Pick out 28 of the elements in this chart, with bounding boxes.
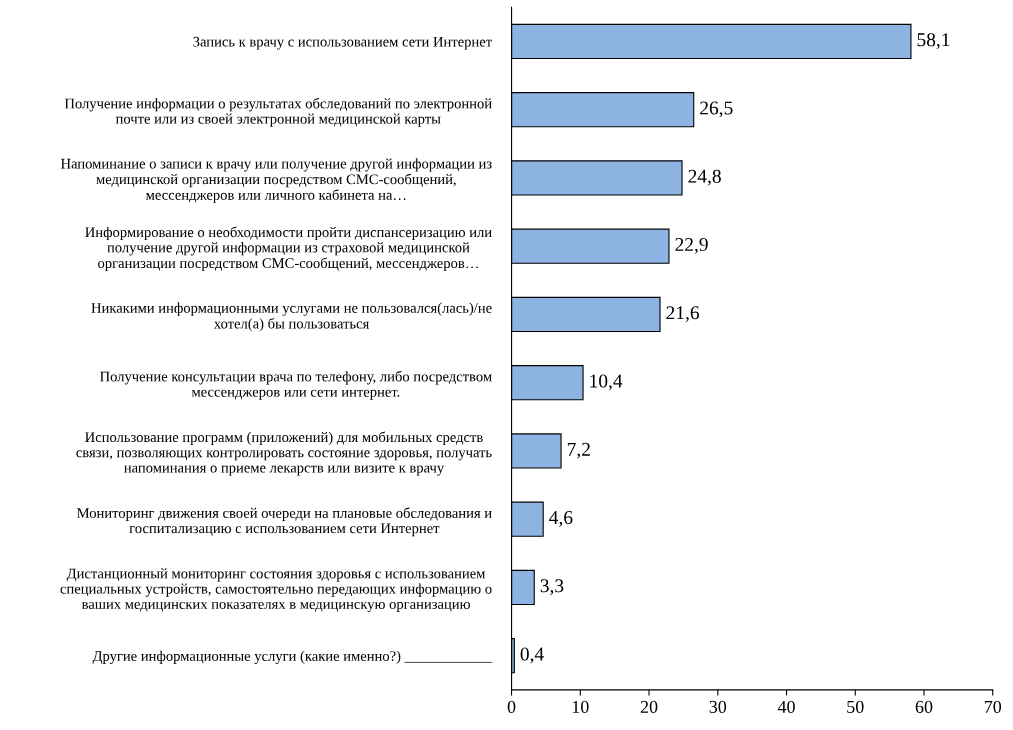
data-label: 22,9 — [675, 237, 708, 254]
y-tick-label: Мониторинг движения своей очереди на плановые обследования и госпитализацию с использованием сети Интернет — [77, 507, 492, 537]
x-tick-label: 50 — [847, 700, 864, 713]
data-label: 0,4 — [520, 647, 544, 664]
x-tick-label: 0 — [507, 700, 516, 713]
data-label: 7,2 — [567, 442, 590, 459]
data-label: 58,1 — [917, 33, 950, 50]
y-tick-label: Напоминание о записи к врачу или получение другой информации из медицинской организации посредством СМС-сообщений, мессенджеров или личного кабинета на… — [60, 158, 492, 203]
x-tick-label: 30 — [709, 700, 727, 713]
x-tick-label: 40 — [777, 700, 795, 713]
y-tick-label: Использование программ (приложений) для мобильных средств связи, позволяющих контролировать состояние здоровья, получать напоминания о приеме лекарств или визите к врачу — [76, 431, 492, 476]
y-tick-label: Получение консультации врача по телефону, либо посредством мессенджеров или сети интернет. — [100, 370, 492, 400]
data-label: 10,4 — [590, 374, 623, 391]
data-label: 3,3 — [540, 579, 564, 596]
data-label: 26,5 — [700, 101, 733, 118]
y-tick-label: Другие информационные услуги (какие именно?) ____________ — [92, 650, 493, 664]
data-label: 4,6 — [549, 511, 573, 527]
x-tick-label: 70 — [984, 700, 1002, 713]
y-tick-label: Получение информации о результатах обследований по электронной почте или из своей электронной медицинской карты — [64, 97, 492, 127]
y-tick-label: Дистанционный мониторинг состояния здоровья с использованием специальных устройств, самостоятельно передающих информацию о ваших медицинских показателях в медицинскую организацию — [60, 568, 492, 612]
data-label: 21,6 — [666, 306, 700, 323]
x-tick-label: 60 — [915, 700, 933, 713]
data-label: 24,8 — [688, 169, 721, 186]
x-tick-label: 20 — [640, 700, 658, 713]
x-tick-label: 10 — [572, 700, 589, 713]
y-tick-label: Никакими информационными услугами не пользовался(лась)/не хотел(а) бы пользоваться — [91, 302, 492, 332]
y-tick-label: Информирование о необходимости пройти диспансеризацию или получение другой информации из страховой медицинской организации посредством СМС-сообщений, мессенджеров… — [85, 226, 492, 272]
y-tick-label: Запись к врачу с использованием сети Интернет — [193, 36, 492, 50]
